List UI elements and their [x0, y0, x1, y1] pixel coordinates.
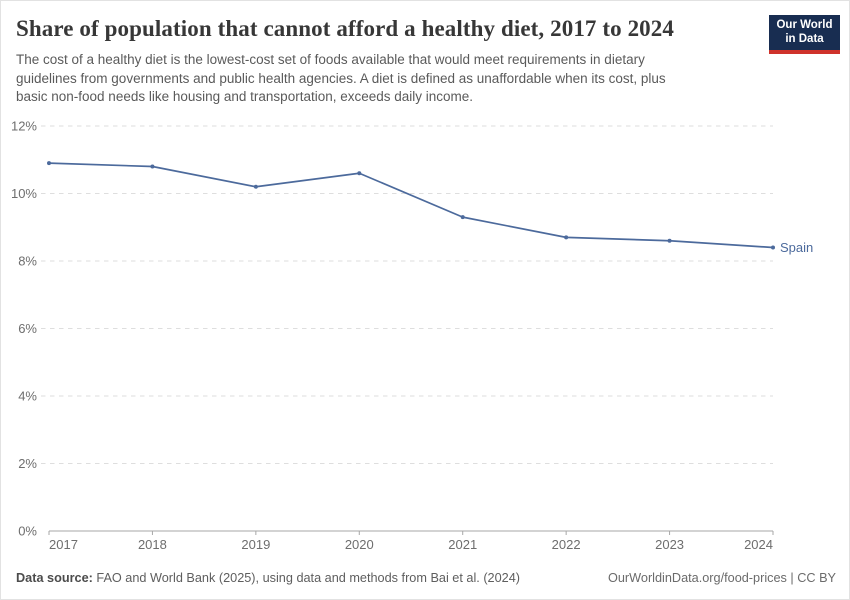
data-point[interactable] [667, 238, 672, 243]
x-axis-tick-label: 2021 [448, 537, 477, 552]
chart-header: Share of population that cannot afford a… [16, 16, 834, 107]
data-source: Data source: FAO and World Bank (2025), … [16, 571, 520, 585]
data-point[interactable] [357, 171, 362, 176]
y-axis-tick-label: 8% [18, 254, 37, 269]
subtitle-line: basic non-food needs like housing and tr… [16, 89, 474, 104]
series-line[interactable] [48, 162, 774, 249]
series-end-label[interactable]: Spain [780, 240, 813, 255]
y-axis-tick-label: 6% [18, 321, 37, 336]
data-point[interactable] [253, 184, 258, 189]
x-axis-tick-label: 2023 [655, 537, 684, 552]
subtitle-line: guidelines from governments and public h… [16, 70, 666, 86]
x-axis-tick-label: 2017 [49, 537, 78, 552]
owid-logo[interactable]: Our World in Data [769, 15, 840, 54]
data-point[interactable] [564, 235, 569, 240]
data-point[interactable] [460, 215, 465, 220]
chart-footer: Data source: FAO and World Bank (2025), … [16, 571, 836, 585]
data-source-text: FAO and World Bank (2025), using data an… [96, 571, 521, 585]
data-point[interactable] [771, 245, 775, 250]
x-axis-tick-label: 2024 [744, 537, 773, 552]
y-axis-tick-label: 12% [11, 119, 37, 134]
data-point[interactable] [47, 161, 51, 166]
x-axis-tick-label: 2019 [241, 537, 270, 552]
chart-subtitle: The cost of a healthy diet is the lowest… [16, 51, 834, 107]
chart-title: Share of population that cannot afford a… [16, 16, 674, 41]
x-axis-tick-label: 2022 [552, 537, 581, 552]
y-axis-tick-label: 10% [11, 186, 37, 201]
x-axis-tick-label: 2020 [345, 537, 374, 552]
data-point[interactable] [150, 164, 155, 169]
y-axis-tick-label: 0% [18, 524, 37, 539]
data-source-label: Data source: [16, 571, 93, 585]
x-axis-tick-label: 2018 [138, 537, 167, 552]
credit-link[interactable]: OurWorldinData.org/food-prices | CC BY [608, 571, 836, 585]
subtitle-line: The cost of a healthy diet is the lowest… [16, 52, 645, 67]
owid-logo-line1: Our World [776, 19, 833, 31]
y-axis-tick-label: 2% [18, 456, 37, 471]
owid-logo-line2: in Data [785, 32, 824, 45]
y-axis-tick-label: 4% [18, 389, 37, 404]
